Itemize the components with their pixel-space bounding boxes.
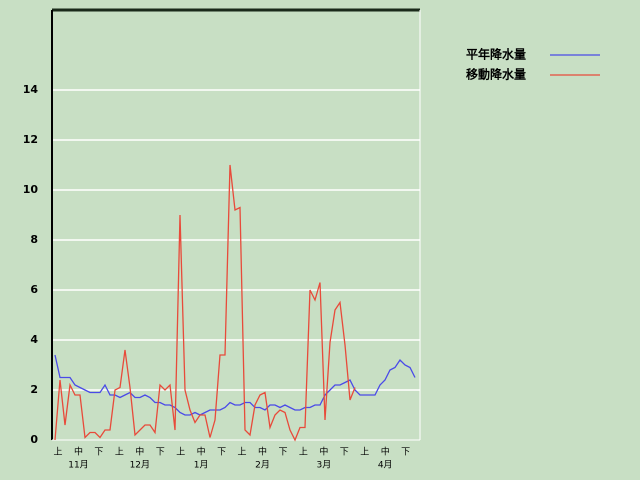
- y-tick-label: 6: [30, 283, 38, 296]
- x-tick-label: 上: [53, 447, 62, 458]
- x-tick-label: 下: [156, 448, 165, 458]
- y-tick-label: 8: [30, 233, 38, 246]
- x-tick-label: 下: [278, 448, 287, 458]
- month-label: 4月: [378, 460, 393, 471]
- x-tick-label: 中: [381, 446, 390, 458]
- month-label: 2月: [255, 460, 270, 471]
- legend-label: 平年降水量: [466, 47, 526, 62]
- x-tick-label: 上: [115, 447, 124, 458]
- x-tick-label: 上: [299, 447, 308, 458]
- x-tick-label: 上: [360, 447, 369, 458]
- y-tick-label: 0: [30, 433, 38, 446]
- month-label: 1月: [194, 460, 209, 471]
- y-tick-label: 4: [30, 333, 38, 346]
- x-tick-label: 下: [94, 448, 103, 458]
- x-tick-label: 中: [74, 446, 83, 458]
- series-line: [54, 164, 356, 442]
- x-tick-label: 中: [135, 446, 144, 458]
- x-tick-label: 下: [340, 448, 349, 458]
- x-tick-label: 上: [176, 447, 185, 458]
- y-tick-label: 12: [23, 133, 38, 146]
- x-tick-label: 中: [258, 446, 267, 458]
- month-label: 12月: [130, 460, 150, 471]
- x-tick-label: 中: [319, 446, 328, 458]
- y-tick-label: 10: [23, 183, 39, 196]
- month-label: 11月: [68, 460, 88, 471]
- month-label: 3月: [316, 460, 331, 471]
- legend-label: 移動降水量: [466, 67, 526, 82]
- x-tick-label: 上: [238, 447, 247, 458]
- y-tick-label: 14: [23, 83, 39, 96]
- x-tick-label: 下: [217, 448, 226, 458]
- y-tick-label: 2: [30, 383, 38, 396]
- x-tick-label: 下: [401, 448, 410, 458]
- x-tick-label: 中: [197, 446, 206, 458]
